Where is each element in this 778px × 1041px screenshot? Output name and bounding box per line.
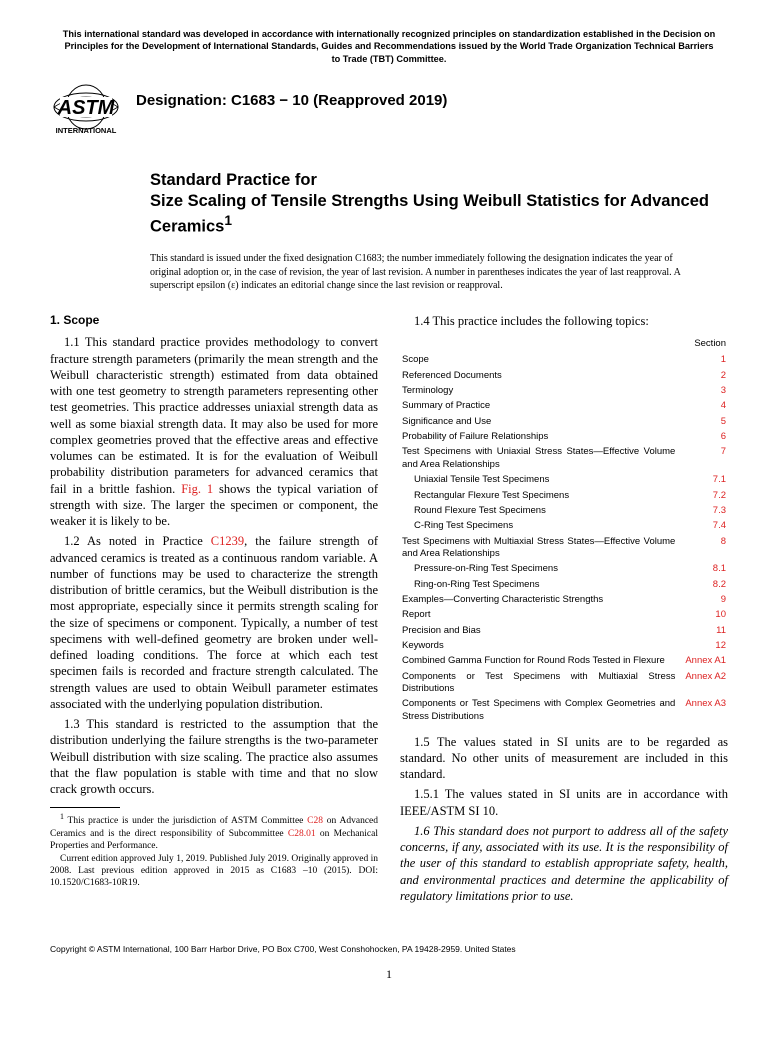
topics-label: Examples—Converting Characteristic Stren… bbox=[402, 593, 675, 606]
topics-section-link[interactable]: 8 bbox=[677, 535, 726, 561]
topics-label: Components or Test Specimens with Comple… bbox=[402, 698, 675, 724]
para-1-2-a: 1.2 As noted in Practice bbox=[64, 534, 211, 548]
topics-section-link[interactable]: 9 bbox=[677, 593, 726, 606]
topics-section-link[interactable]: 11 bbox=[677, 624, 726, 637]
committee-header-note: This international standard was develope… bbox=[50, 28, 728, 65]
topics-section-link[interactable]: 3 bbox=[677, 385, 726, 398]
svg-text:INTERNATIONAL: INTERNATIONAL bbox=[56, 126, 117, 135]
topics-label: Significance and Use bbox=[402, 415, 675, 428]
topics-section-link[interactable]: 7.2 bbox=[677, 489, 726, 502]
copyright-line: Copyright © ASTM International, 100 Barr… bbox=[50, 944, 728, 955]
topics-row: Ring-on-Ring Test Specimens8.2 bbox=[402, 578, 726, 591]
footnote-separator bbox=[50, 807, 120, 808]
footnote-a: This practice is under the jurisdiction … bbox=[64, 817, 307, 827]
topics-section-link[interactable]: 2 bbox=[677, 369, 726, 382]
topics-section-link[interactable]: Annex A1 bbox=[677, 655, 726, 668]
issuance-note: This standard is issued under the fixed … bbox=[150, 252, 728, 293]
topics-label: Rectangular Flexure Test Specimens bbox=[402, 489, 675, 502]
topics-label: Probability of Failure Relationships bbox=[402, 431, 675, 444]
topics-section-link[interactable]: 6 bbox=[677, 431, 726, 444]
footnote-1: 1 This practice is under the jurisdictio… bbox=[50, 812, 378, 852]
topics-label: Components or Test Specimens with Multia… bbox=[402, 670, 675, 696]
fig1-link[interactable]: Fig. 1 bbox=[181, 482, 213, 496]
c28-01-link[interactable]: C28.01 bbox=[288, 829, 316, 839]
topics-section-link[interactable]: Annex A2 bbox=[677, 670, 726, 696]
topics-row: Referenced Documents2 bbox=[402, 369, 726, 382]
c28-link[interactable]: C28 bbox=[307, 817, 323, 827]
para-1-1: 1.1 This standard practice provides meth… bbox=[50, 334, 378, 529]
page-number: 1 bbox=[50, 967, 728, 983]
topics-row: Summary of Practice4 bbox=[402, 400, 726, 413]
topics-label: Pressure-on-Ring Test Specimens bbox=[402, 563, 675, 576]
title-main: Size Scaling of Tensile Strengths Using … bbox=[150, 191, 728, 238]
para-1-5-1: 1.5.1 The values stated in SI units are … bbox=[400, 786, 728, 819]
scope-heading: 1. Scope bbox=[50, 313, 378, 329]
topics-row: Report10 bbox=[402, 609, 726, 622]
topics-row: Significance and Use5 bbox=[402, 415, 726, 428]
topics-section-link[interactable]: 8.1 bbox=[677, 563, 726, 576]
c1239-link[interactable]: C1239 bbox=[211, 534, 244, 548]
topics-row: Pressure-on-Ring Test Specimens8.1 bbox=[402, 563, 726, 576]
topics-section-link[interactable]: 7.3 bbox=[677, 504, 726, 517]
topics-section-link[interactable]: 8.2 bbox=[677, 578, 726, 591]
topics-section-link[interactable]: Annex A3 bbox=[677, 698, 726, 724]
topics-table: Section Scope1Referenced Documents2Termi… bbox=[400, 335, 728, 725]
title-main-text: Size Scaling of Tensile Strengths Using … bbox=[150, 192, 709, 236]
topics-label: Summary of Practice bbox=[402, 400, 675, 413]
topics-row: Terminology3 bbox=[402, 385, 726, 398]
topics-section-link[interactable]: 7.4 bbox=[677, 520, 726, 533]
title-block: Standard Practice for Size Scaling of Te… bbox=[150, 170, 728, 239]
topics-row: Uniaxial Tensile Test Specimens7.1 bbox=[402, 474, 726, 487]
topics-label: Ring-on-Ring Test Specimens bbox=[402, 578, 675, 591]
para-1-2: 1.2 As noted in Practice C1239, the fail… bbox=[50, 533, 378, 712]
svg-text:ASTM: ASTM bbox=[57, 97, 116, 119]
topics-section-link[interactable]: 7 bbox=[677, 446, 726, 472]
topics-label: Combined Gamma Function for Round Rods T… bbox=[402, 655, 675, 668]
topics-label: C-Ring Test Specimens bbox=[402, 520, 675, 533]
topics-row: Keywords12 bbox=[402, 639, 726, 652]
title-superscript: 1 bbox=[224, 213, 232, 228]
topics-section-link[interactable]: 7.1 bbox=[677, 474, 726, 487]
topics-label: Report bbox=[402, 609, 675, 622]
topics-row: Round Flexure Test Specimens7.3 bbox=[402, 504, 726, 517]
topics-label: Precision and Bias bbox=[402, 624, 675, 637]
topics-row: Precision and Bias11 bbox=[402, 624, 726, 637]
topics-row: Rectangular Flexure Test Specimens7.2 bbox=[402, 489, 726, 502]
para-1-3: 1.3 This standard is restricted to the a… bbox=[50, 716, 378, 797]
topics-row: Components or Test Specimens with Multia… bbox=[402, 670, 726, 696]
title-prefix: Standard Practice for bbox=[150, 170, 728, 191]
topics-header: Section bbox=[677, 337, 726, 352]
topics-row: Probability of Failure Relationships6 bbox=[402, 431, 726, 444]
topics-row: C-Ring Test Specimens7.4 bbox=[402, 520, 726, 533]
topics-section-link[interactable]: 1 bbox=[677, 354, 726, 367]
astm-logo: ASTM INTERNATIONAL bbox=[50, 83, 122, 139]
body-columns: 1. Scope 1.1 This standard practice prov… bbox=[50, 313, 728, 904]
topics-section-link[interactable]: 4 bbox=[677, 400, 726, 413]
para-1-2-b: , the failure strength of advanced ceram… bbox=[50, 534, 378, 711]
topics-label: Uniaxial Tensile Test Specimens bbox=[402, 474, 675, 487]
topics-row: Examples—Converting Characteristic Stren… bbox=[402, 593, 726, 606]
topics-row: Test Specimens with Uniaxial Stress Stat… bbox=[402, 446, 726, 472]
para-1-1-a: 1.1 This standard practice provides meth… bbox=[50, 335, 378, 495]
topics-label: Test Specimens with Uniaxial Stress Stat… bbox=[402, 446, 675, 472]
para-1-4: 1.4 This practice includes the following… bbox=[400, 313, 728, 329]
para-1-5: 1.5 The values stated in SI units are to… bbox=[400, 734, 728, 783]
topics-label: Referenced Documents bbox=[402, 369, 675, 382]
topics-section-link[interactable]: 5 bbox=[677, 415, 726, 428]
topics-label: Terminology bbox=[402, 385, 675, 398]
footnote-2: Current edition approved July 1, 2019. P… bbox=[50, 853, 378, 890]
designation-text: Designation: C1683 − 10 (Reapproved 2019… bbox=[136, 83, 447, 111]
topics-row: Components or Test Specimens with Comple… bbox=[402, 698, 726, 724]
topics-section-link[interactable]: 12 bbox=[677, 639, 726, 652]
topics-row: Scope1 bbox=[402, 354, 726, 367]
topics-label: Test Specimens with Multiaxial Stress St… bbox=[402, 535, 675, 561]
topics-label: Keywords bbox=[402, 639, 675, 652]
para-1-6: 1.6 This standard does not purport to ad… bbox=[400, 823, 728, 904]
topics-label: Scope bbox=[402, 354, 675, 367]
topics-label: Round Flexure Test Specimens bbox=[402, 504, 675, 517]
topics-row: Test Specimens with Multiaxial Stress St… bbox=[402, 535, 726, 561]
designation-row: ASTM INTERNATIONAL Designation: C1683 − … bbox=[50, 83, 728, 139]
topics-row: Combined Gamma Function for Round Rods T… bbox=[402, 655, 726, 668]
topics-section-link[interactable]: 10 bbox=[677, 609, 726, 622]
